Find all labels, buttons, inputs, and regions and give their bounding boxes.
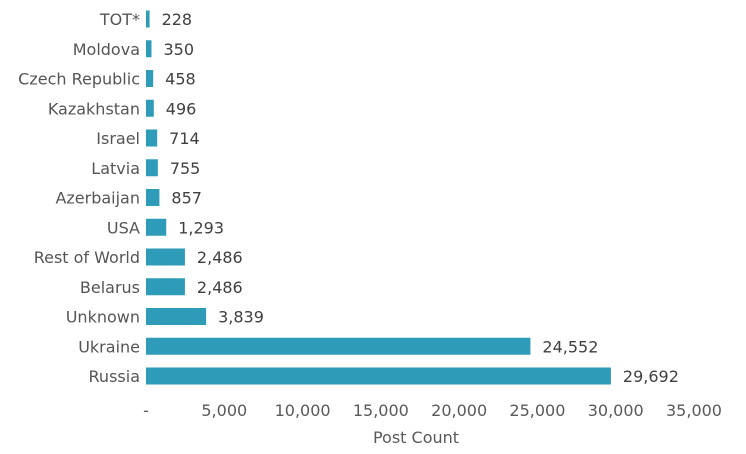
bar-czech-republic — [146, 70, 154, 87]
bar-moldova — [146, 40, 152, 58]
value-label: 714 — [169, 129, 200, 148]
category-label: Moldova — [73, 40, 140, 59]
bar-kazakhstan — [146, 99, 154, 117]
x-tick-label: 20,000 — [431, 401, 487, 420]
value-label: 2,486 — [197, 248, 243, 267]
x-tick-label: 30,000 — [588, 401, 644, 420]
category-label: Israel — [96, 129, 140, 148]
x-tick-label: 35,000 — [666, 401, 722, 420]
category-label: Latvia — [91, 159, 140, 178]
value-label: 350 — [163, 40, 194, 59]
category-label: USA — [107, 218, 140, 237]
x-tick-label: 5,000 — [201, 401, 247, 420]
bar-azerbaijan — [146, 189, 160, 206]
x-axis-title: Post Count — [373, 428, 459, 447]
x-tick-label: 10,000 — [275, 401, 331, 420]
value-label: 755 — [170, 159, 201, 178]
value-label: 24,552 — [542, 337, 598, 356]
bar-unknown — [146, 308, 207, 325]
value-label: 2,486 — [197, 278, 243, 297]
value-label: 3,839 — [218, 308, 264, 327]
category-label: Azerbaijan — [55, 189, 140, 208]
value-label: 1,293 — [178, 218, 224, 237]
bar-belarus — [146, 278, 185, 296]
category-label: Belarus — [80, 278, 140, 297]
bar-rest-of-world — [146, 248, 185, 266]
value-label: 29,692 — [623, 367, 679, 386]
category-label: Unknown — [66, 308, 140, 327]
category-label: Russia — [89, 367, 140, 386]
bar-israel — [146, 129, 158, 147]
bar-tot — [146, 10, 150, 28]
category-label: Kazakhstan — [48, 99, 140, 118]
category-label: Czech Republic — [18, 70, 140, 89]
x-tick-label: 25,000 — [509, 401, 565, 420]
x-tick-label: 15,000 — [353, 401, 409, 420]
value-label: 228 — [162, 10, 193, 29]
x-tick-label: - — [143, 401, 149, 420]
bar-usa — [146, 218, 167, 236]
category-label: TOT* — [99, 10, 140, 29]
bar-ukraine — [146, 337, 531, 355]
value-label: 458 — [165, 70, 196, 89]
bar-latvia — [146, 159, 158, 177]
category-label: Rest of World — [34, 248, 140, 267]
value-label: 857 — [171, 189, 202, 208]
bar-russia — [146, 367, 611, 385]
value-label: 496 — [166, 99, 197, 118]
category-label: Ukraine — [78, 337, 140, 356]
